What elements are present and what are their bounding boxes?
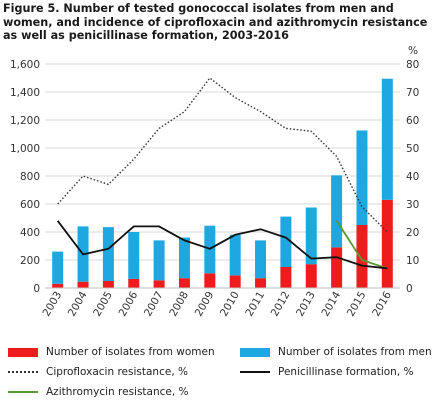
legend-swatch-cipro	[8, 371, 38, 373]
bar-women	[204, 273, 216, 288]
bar-women	[77, 281, 89, 288]
y-right-tick-label: 0	[406, 283, 413, 295]
legend-label-azithro: Azithromycin resistance, %	[46, 386, 189, 398]
bar-women	[305, 264, 317, 288]
y-right-tick-label: 80	[406, 59, 419, 71]
bar-men	[305, 207, 317, 265]
legend-swatch-penicillinase	[240, 371, 270, 373]
legend-item-men: Number of isolates from men	[240, 346, 432, 358]
y-left-tick-label: 200	[20, 255, 40, 267]
y-right-tick-label: 70	[406, 87, 419, 99]
bar-men	[52, 251, 64, 284]
bar-men	[229, 234, 241, 276]
bar-women	[128, 278, 140, 288]
legend-label-cipro: Ciprofloxacin resistance, %	[46, 366, 188, 378]
x-tick-label: 2009	[193, 290, 217, 319]
chart: 0 200 400 600 800 1,000 1,200 1,400 1,600 0 10 20 30…	[10, 45, 419, 319]
y-left-tick-label: 1,000	[10, 143, 40, 155]
legend-label-women: Number of isolates from women	[46, 346, 215, 358]
legend-item-azithro: Azithromycin resistance, %	[8, 386, 189, 398]
legend-label-men: Number of isolates from men	[278, 346, 432, 358]
x-tick-label: 2013	[294, 290, 318, 319]
bar-men	[178, 237, 190, 279]
y-left-tick-label: 0	[33, 283, 40, 295]
bar-men	[381, 78, 393, 200]
gridlines	[45, 63, 400, 289]
legend-item-women: Number of isolates from women	[8, 346, 215, 358]
bar-women	[280, 267, 292, 288]
x-tick-label: 2004	[66, 289, 90, 318]
bar-men	[280, 216, 292, 267]
legend: Number of isolates from women Number of …	[0, 340, 440, 404]
bar-men	[356, 130, 368, 225]
bar-women	[102, 281, 114, 288]
bar-women	[52, 283, 64, 288]
y-left-tick-label: 1,600	[10, 59, 40, 71]
legend-label-penicillinase: Penicillinase formation, %	[278, 366, 414, 378]
y-left-tick-label: 600	[20, 199, 40, 211]
bar-men	[255, 240, 267, 279]
bar-women	[381, 199, 393, 288]
x-tick-label: 2012	[269, 290, 293, 319]
line-azithromycin	[335, 220, 388, 270]
bar-men	[128, 232, 140, 279]
x-tick-label: 2005	[91, 290, 115, 319]
bar-men	[153, 240, 165, 281]
bar-women	[255, 278, 267, 288]
bar-women	[356, 225, 368, 288]
y-left-tick-label: 1,200	[10, 115, 40, 127]
legend-swatch-azithro	[8, 391, 38, 393]
legend-swatch-women	[8, 347, 38, 357]
legend-swatch-men	[240, 347, 270, 357]
line-penicillinase	[56, 220, 388, 270]
x-tick-label: 2007	[142, 290, 166, 319]
y-left-tick-label: 400	[20, 227, 40, 239]
x-tick-label: 2011	[243, 290, 267, 319]
y-right-tick-label: 40	[406, 171, 419, 183]
y-left-tick-label: 1,400	[10, 87, 40, 99]
bar-men	[331, 175, 343, 248]
x-tick-label: 2006	[117, 289, 141, 318]
legend-item-penicillinase: Penicillinase formation, %	[240, 366, 413, 378]
lines	[56, 77, 388, 270]
line-ciprofloxacin	[57, 77, 388, 233]
bars	[52, 78, 393, 288]
y-right-tick-label: 30	[406, 199, 419, 211]
y-right-axis-label: %	[408, 45, 418, 57]
y-right-tick-label: 10	[406, 255, 419, 267]
legend-item-cipro: Ciprofloxacin resistance, %	[8, 366, 188, 378]
bar-women	[229, 275, 241, 288]
x-tick-label: 2010	[218, 290, 242, 319]
x-tick-label: 2015	[345, 290, 369, 319]
y-left-tick-label: 800	[20, 171, 40, 183]
x-tick-label: 2008	[167, 290, 191, 319]
figure-title: Figure 5. Number of tested gonococcal is…	[3, 2, 428, 42]
bar-men	[102, 227, 114, 281]
y-right-tick-label: 20	[406, 227, 419, 239]
bar-women	[178, 278, 190, 288]
y-right-tick-label: 50	[406, 143, 419, 155]
x-tick-label: 2003	[41, 290, 65, 319]
bar-women	[153, 280, 165, 288]
x-tick-label: 2016	[370, 289, 394, 318]
x-tick-label: 2014	[319, 289, 343, 318]
bar-women	[331, 247, 343, 288]
y-right-tick-label: 60	[406, 115, 419, 127]
